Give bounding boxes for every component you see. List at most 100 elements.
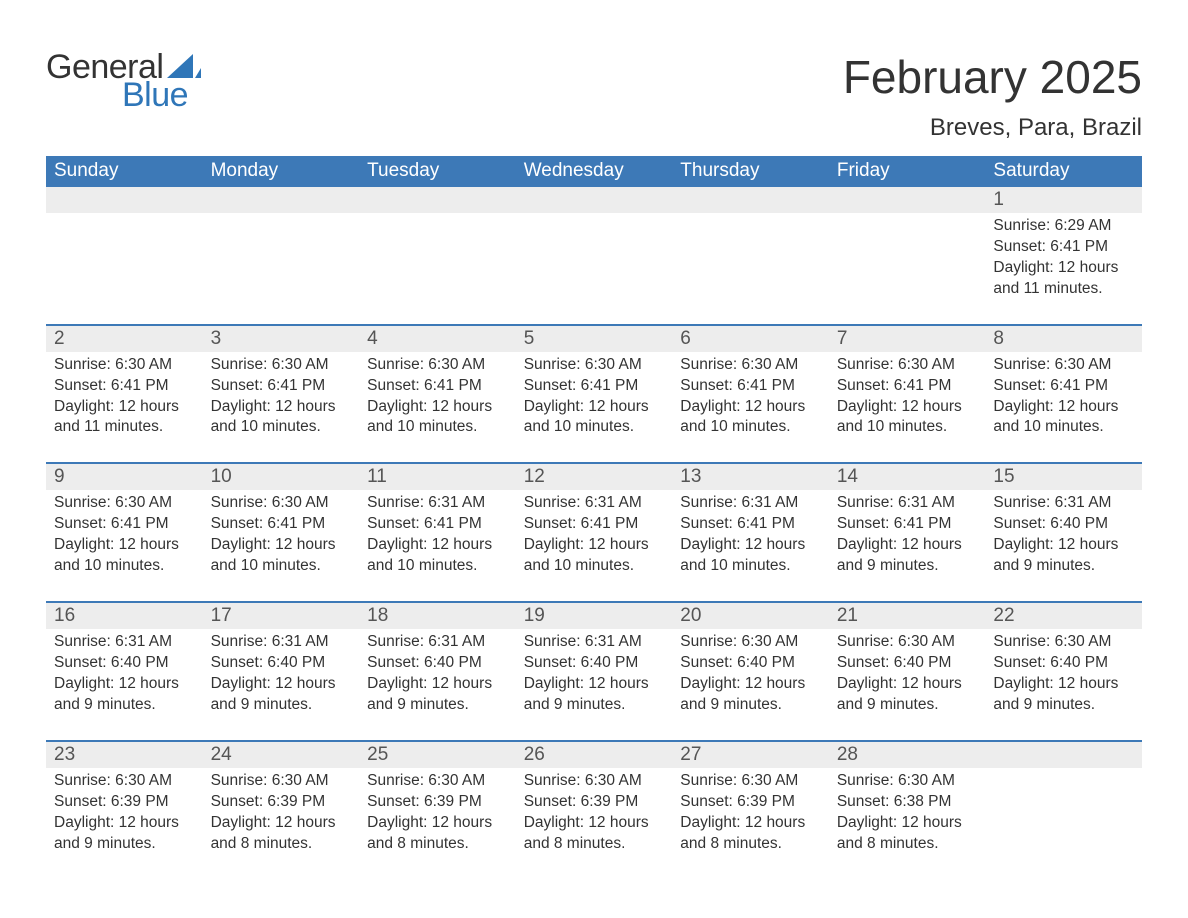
- day-number: 14: [829, 464, 986, 490]
- sunset-text: Sunset: 6:40 PM: [524, 653, 667, 674]
- sunrise-text: Sunrise: 6:30 AM: [837, 771, 980, 792]
- day-cell: [672, 213, 829, 302]
- day-cell: Sunrise: 6:30 AMSunset: 6:39 PMDaylight:…: [46, 768, 203, 857]
- day-content-row: Sunrise: 6:30 AMSunset: 6:41 PMDaylight:…: [46, 352, 1142, 441]
- day-content-row: Sunrise: 6:30 AMSunset: 6:41 PMDaylight:…: [46, 490, 1142, 579]
- day-content-row: Sunrise: 6:30 AMSunset: 6:39 PMDaylight:…: [46, 768, 1142, 857]
- sunrise-text: Sunrise: 6:30 AM: [211, 493, 354, 514]
- day-cell: Sunrise: 6:30 AMSunset: 6:40 PMDaylight:…: [829, 629, 986, 718]
- sunset-text: Sunset: 6:38 PM: [837, 792, 980, 813]
- sunset-text: Sunset: 6:40 PM: [993, 514, 1136, 535]
- sunset-text: Sunset: 6:41 PM: [367, 514, 510, 535]
- sunrise-text: Sunrise: 6:30 AM: [680, 771, 823, 792]
- day-number: 28: [829, 742, 986, 768]
- sunrise-text: Sunrise: 6:31 AM: [680, 493, 823, 514]
- day-number: 20: [672, 603, 829, 629]
- day-number: 16: [46, 603, 203, 629]
- sunset-text: Sunset: 6:41 PM: [367, 376, 510, 397]
- day-number: 24: [203, 742, 360, 768]
- day-cell: Sunrise: 6:31 AMSunset: 6:40 PMDaylight:…: [985, 490, 1142, 579]
- day-cell: [203, 213, 360, 302]
- month-title: February 2025: [843, 50, 1142, 104]
- day-content-row: Sunrise: 6:29 AMSunset: 6:41 PMDaylight:…: [46, 213, 1142, 302]
- day-number: 18: [359, 603, 516, 629]
- sunset-text: Sunset: 6:41 PM: [680, 376, 823, 397]
- weekday-header: Friday: [829, 156, 986, 187]
- header: General Blue February 2025 Breves, Para,…: [46, 50, 1142, 142]
- day-number: 1: [985, 187, 1142, 213]
- sunrise-text: Sunrise: 6:31 AM: [993, 493, 1136, 514]
- sunset-text: Sunset: 6:39 PM: [54, 792, 197, 813]
- day-cell: Sunrise: 6:30 AMSunset: 6:41 PMDaylight:…: [359, 352, 516, 441]
- sunset-text: Sunset: 6:39 PM: [211, 792, 354, 813]
- day-cell: Sunrise: 6:31 AMSunset: 6:41 PMDaylight:…: [829, 490, 986, 579]
- day-number: 5: [516, 326, 673, 352]
- sail-icon: [167, 54, 201, 78]
- sunrise-text: Sunrise: 6:30 AM: [54, 493, 197, 514]
- day-cell: [46, 213, 203, 302]
- sunrise-text: Sunrise: 6:30 AM: [837, 355, 980, 376]
- sunrise-text: Sunrise: 6:31 AM: [211, 632, 354, 653]
- sunrise-text: Sunrise: 6:30 AM: [54, 771, 197, 792]
- day-cell: Sunrise: 6:30 AMSunset: 6:39 PMDaylight:…: [359, 768, 516, 857]
- sunset-text: Sunset: 6:40 PM: [680, 653, 823, 674]
- daylight-text: Daylight: 12 hours and 8 minutes.: [680, 813, 823, 855]
- weekday-header: Monday: [203, 156, 360, 187]
- calendar-week: 16171819202122Sunrise: 6:31 AMSunset: 6:…: [46, 601, 1142, 718]
- daylight-text: Daylight: 12 hours and 10 minutes.: [367, 397, 510, 439]
- sunrise-text: Sunrise: 6:30 AM: [993, 355, 1136, 376]
- day-cell: Sunrise: 6:31 AMSunset: 6:40 PMDaylight:…: [46, 629, 203, 718]
- day-number: [516, 187, 673, 213]
- day-number-row: 232425262728: [46, 742, 1142, 768]
- sunset-text: Sunset: 6:40 PM: [54, 653, 197, 674]
- day-number: 10: [203, 464, 360, 490]
- sunrise-text: Sunrise: 6:30 AM: [211, 355, 354, 376]
- sunrise-text: Sunrise: 6:31 AM: [837, 493, 980, 514]
- sunset-text: Sunset: 6:39 PM: [367, 792, 510, 813]
- day-cell: [516, 213, 673, 302]
- day-content-row: Sunrise: 6:31 AMSunset: 6:40 PMDaylight:…: [46, 629, 1142, 718]
- daylight-text: Daylight: 12 hours and 9 minutes.: [211, 674, 354, 716]
- weeks-container: 1Sunrise: 6:29 AMSunset: 6:41 PMDaylight…: [46, 187, 1142, 856]
- weekday-header-row: Sunday Monday Tuesday Wednesday Thursday…: [46, 156, 1142, 187]
- daylight-text: Daylight: 12 hours and 10 minutes.: [367, 535, 510, 577]
- day-number: 25: [359, 742, 516, 768]
- sunrise-text: Sunrise: 6:31 AM: [367, 493, 510, 514]
- day-number: [985, 742, 1142, 768]
- daylight-text: Daylight: 12 hours and 8 minutes.: [837, 813, 980, 855]
- day-cell: Sunrise: 6:31 AMSunset: 6:40 PMDaylight:…: [203, 629, 360, 718]
- day-number: 19: [516, 603, 673, 629]
- calendar-week: 9101112131415Sunrise: 6:30 AMSunset: 6:4…: [46, 462, 1142, 579]
- daylight-text: Daylight: 12 hours and 10 minutes.: [54, 535, 197, 577]
- daylight-text: Daylight: 12 hours and 10 minutes.: [524, 535, 667, 577]
- day-cell: Sunrise: 6:30 AMSunset: 6:39 PMDaylight:…: [672, 768, 829, 857]
- daylight-text: Daylight: 12 hours and 11 minutes.: [54, 397, 197, 439]
- daylight-text: Daylight: 12 hours and 11 minutes.: [993, 258, 1136, 300]
- day-number: 2: [46, 326, 203, 352]
- day-number: [359, 187, 516, 213]
- day-cell: Sunrise: 6:31 AMSunset: 6:40 PMDaylight:…: [516, 629, 673, 718]
- title-block: February 2025 Breves, Para, Brazil: [843, 50, 1142, 142]
- sunset-text: Sunset: 6:41 PM: [680, 514, 823, 535]
- weekday-header: Sunday: [46, 156, 203, 187]
- sunset-text: Sunset: 6:40 PM: [993, 653, 1136, 674]
- day-cell: Sunrise: 6:30 AMSunset: 6:40 PMDaylight:…: [985, 629, 1142, 718]
- day-number: 12: [516, 464, 673, 490]
- sunset-text: Sunset: 6:41 PM: [524, 376, 667, 397]
- day-cell: Sunrise: 6:31 AMSunset: 6:40 PMDaylight:…: [359, 629, 516, 718]
- sunset-text: Sunset: 6:40 PM: [367, 653, 510, 674]
- day-number: 3: [203, 326, 360, 352]
- day-cell: [359, 213, 516, 302]
- sunrise-text: Sunrise: 6:31 AM: [524, 632, 667, 653]
- day-number: [672, 187, 829, 213]
- weekday-header: Tuesday: [359, 156, 516, 187]
- sunrise-text: Sunrise: 6:30 AM: [680, 355, 823, 376]
- day-cell: Sunrise: 6:30 AMSunset: 6:41 PMDaylight:…: [203, 490, 360, 579]
- daylight-text: Daylight: 12 hours and 10 minutes.: [680, 397, 823, 439]
- day-number: [203, 187, 360, 213]
- day-number: 7: [829, 326, 986, 352]
- daylight-text: Daylight: 12 hours and 9 minutes.: [367, 674, 510, 716]
- daylight-text: Daylight: 12 hours and 8 minutes.: [211, 813, 354, 855]
- sunrise-text: Sunrise: 6:31 AM: [524, 493, 667, 514]
- day-number: 26: [516, 742, 673, 768]
